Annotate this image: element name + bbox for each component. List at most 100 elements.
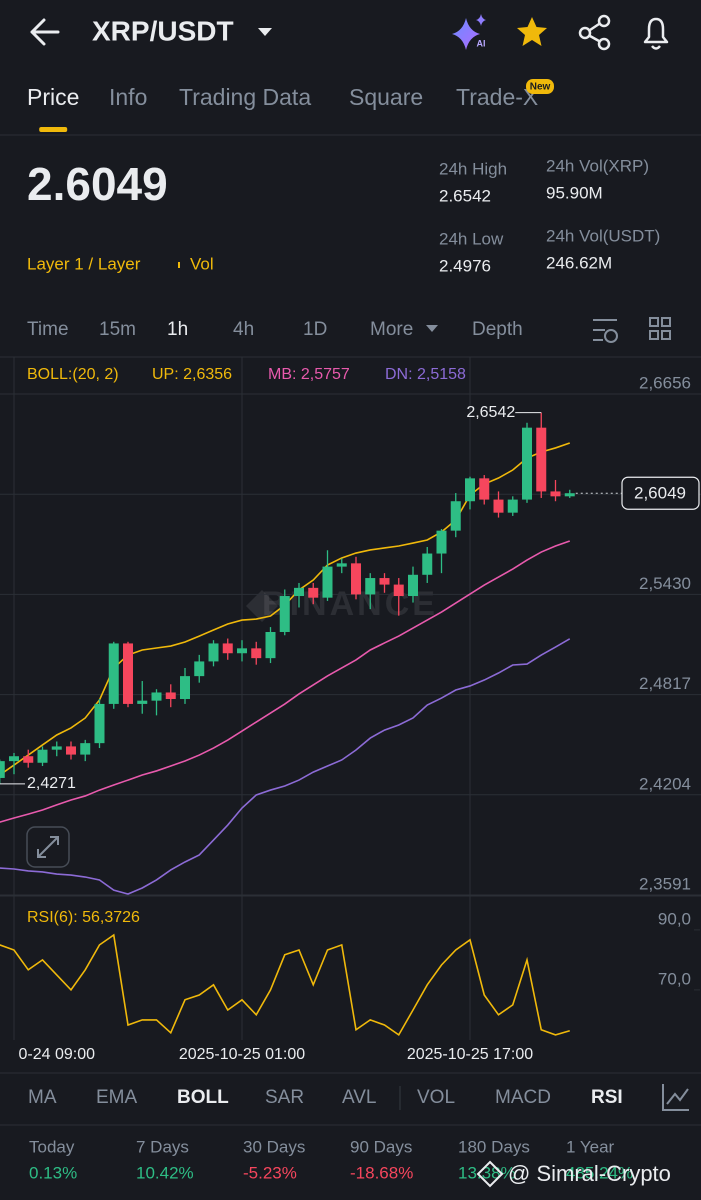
interval[interactable]: 4h <box>233 319 254 340</box>
layout-button[interactable] <box>649 317 671 340</box>
ai-button[interactable]: AI <box>452 14 486 50</box>
performance-label: 180 Days <box>458 1137 530 1156</box>
candle-body <box>80 743 91 755</box>
candle-body <box>365 578 376 595</box>
share-node <box>597 14 611 28</box>
indicator-tab[interactable]: MACD <box>495 1087 551 1108</box>
layout-cell <box>649 317 659 327</box>
performance-label: 30 Days <box>243 1137 305 1156</box>
tab[interactable]: Price <box>27 84 79 110</box>
stat-value: 2.4976 <box>439 256 491 275</box>
indicator-tab[interactable]: SAR <box>265 1087 304 1108</box>
tag-separator <box>178 262 180 268</box>
candle-body <box>479 478 490 500</box>
candle-body <box>493 499 504 513</box>
y-tick-label: 2,6656 <box>639 373 691 392</box>
candle-body <box>222 643 233 654</box>
tag[interactable]: Vol <box>190 254 214 273</box>
performance-label: Today <box>29 1137 75 1156</box>
interval[interactable]: 15m <box>99 319 136 340</box>
chart-settings-button[interactable] <box>593 319 618 343</box>
performance-value: 0.13% <box>29 1163 77 1182</box>
performance-value: 485.24% <box>566 1163 633 1182</box>
stat-label: 24h Vol(XRP) <box>546 156 649 175</box>
performance-label: 7 Days <box>136 1137 189 1156</box>
chart-watermark-logo <box>246 590 278 622</box>
ai-icon <box>452 18 480 50</box>
interval[interactable]: 1D <box>303 319 327 340</box>
candle-body <box>279 596 290 632</box>
y-tick-label: 2,4204 <box>639 774 691 793</box>
settings-gear <box>604 329 618 343</box>
indicator-tab[interactable]: AVL <box>342 1087 377 1108</box>
tab[interactable]: Trading Data <box>179 84 311 110</box>
stat-label: 24h Low <box>439 229 504 248</box>
indicator-label: BOLL:(20, 2) <box>27 366 119 383</box>
candle-body <box>465 478 475 502</box>
share-button[interactable] <box>578 14 611 51</box>
low-label: 2,4271 <box>27 775 76 792</box>
y-tick-label: 2,5430 <box>639 574 691 593</box>
performance-label: 1 Year <box>566 1137 615 1156</box>
candle-body <box>94 703 105 744</box>
legend-entry: DN: 2,5158 <box>385 366 466 383</box>
candle-body <box>9 756 19 762</box>
candle-body <box>351 563 361 595</box>
interval[interactable]: Depth <box>472 319 523 340</box>
boll-line <box>0 540 571 823</box>
candle-body <box>294 587 304 597</box>
tab-indicator <box>39 127 68 132</box>
rsi-line <box>0 933 570 1037</box>
candle-body <box>123 643 133 704</box>
x-tick-label: 0-24 09:00 <box>18 1046 95 1063</box>
watermark-icon <box>476 1160 504 1188</box>
notification-button[interactable] <box>643 17 669 50</box>
layout-cell <box>661 330 671 340</box>
tab[interactable]: Square <box>349 84 423 110</box>
favorite-button[interactable] <box>517 17 547 46</box>
candle-body <box>0 761 5 778</box>
indicator-tab[interactable]: VOL <box>417 1087 455 1108</box>
watermark: @ Simral-Crypto <box>508 1161 671 1186</box>
indicator-tab[interactable]: EMA <box>96 1087 138 1108</box>
y-tick-label: 90,0 <box>658 909 691 928</box>
candle-body <box>450 501 461 531</box>
indicator-tab[interactable]: BOLL <box>177 1087 229 1108</box>
legend-entry: MB: 2,5757 <box>268 366 350 383</box>
interval[interactable]: 1h <box>167 319 188 340</box>
performance-value: -5.23% <box>243 1163 297 1182</box>
candle-body <box>379 578 390 585</box>
new-badge <box>526 79 554 94</box>
tab[interactable]: Info <box>109 84 147 110</box>
tag[interactable]: Layer 1 / Layer <box>27 254 141 273</box>
candle-body <box>23 756 34 763</box>
stat-value: 246.62M <box>546 253 612 272</box>
pair-dropdown[interactable] <box>258 28 272 36</box>
boll-line <box>0 638 571 895</box>
indicator-tab[interactable]: RSI <box>591 1087 623 1108</box>
new-badge-label: New <box>530 82 551 93</box>
candle-body <box>393 584 404 597</box>
share-links <box>589 22 600 43</box>
interval[interactable]: Time <box>27 319 69 340</box>
expand-button[interactable] <box>26 826 70 868</box>
layout-cell <box>649 330 659 340</box>
candle-body <box>151 692 162 701</box>
high-label: 2,6542 <box>466 404 515 421</box>
candle-body <box>265 631 276 659</box>
back-button[interactable] <box>30 18 60 46</box>
interval[interactable]: More <box>370 319 413 340</box>
candle-body <box>322 566 333 598</box>
tab[interactable]: Trade-X <box>456 84 538 110</box>
y-tick-label: 2,3591 <box>639 874 691 893</box>
candle-body <box>37 749 48 763</box>
candle-body <box>436 530 447 554</box>
candle-body <box>108 643 119 704</box>
indicator-settings-button[interactable] <box>662 1084 689 1111</box>
indicator-tab[interactable]: MA <box>28 1087 57 1108</box>
candle-body <box>194 661 205 677</box>
pair-title[interactable]: XRP/USDT <box>92 15 234 46</box>
stat-label: 24h Vol(USDT) <box>546 226 660 245</box>
last-price-label: 2,6049 <box>634 484 686 503</box>
candle-body <box>165 692 176 700</box>
